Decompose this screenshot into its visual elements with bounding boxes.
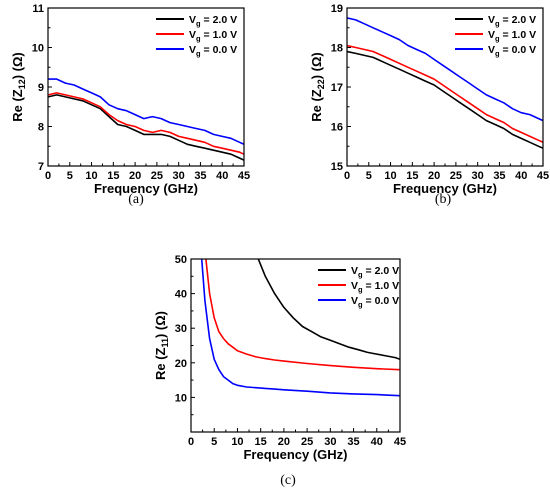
y-tick-label: 15 — [331, 161, 343, 173]
chart-panel-1: 0 5 10 15 20 25 30 35 40 45 7 8 9 10 11 Frequency (GHz)… — [10, 3, 250, 207]
x-tick-label: 35 — [493, 170, 505, 182]
y-axis-label: Re (Z11) (Ω) — [153, 311, 170, 380]
legend-entry: Vg = 2.0 V — [189, 14, 237, 28]
legend-entry: Vg = 2.0 V — [351, 265, 399, 279]
legend-entry: Vg = 0.0 V — [351, 295, 399, 309]
y-tick-label: 40 — [175, 289, 187, 301]
x-tick-label: 45 — [537, 170, 549, 182]
x-axis-label: Frequency (GHz) — [393, 181, 497, 196]
series-line-3 — [48, 78, 244, 146]
y-tick-label: 16 — [331, 122, 343, 134]
legend-entry: Vg = 1.0 V — [488, 29, 536, 43]
x-tick-label: 5 — [366, 170, 372, 182]
y-axis-label: Re (Z12) (Ω) — [10, 52, 27, 122]
x-tick-label: 25 — [450, 170, 462, 182]
x-tick-label: 45 — [238, 170, 250, 182]
x-tick-label: 40 — [216, 170, 228, 182]
legend-entry: Vg = 0.0 V — [189, 44, 237, 58]
x-axis-label: Frequency (GHz) — [94, 181, 198, 196]
x-tick-label: 35 — [347, 436, 359, 448]
panel-label: (c) — [280, 473, 296, 488]
y-tick-label: 7 — [38, 161, 44, 173]
x-tick-label: 10 — [85, 170, 97, 182]
y-tick-label: 20 — [175, 358, 187, 370]
x-tick-label: 0 — [188, 436, 194, 448]
x-tick-label: 5 — [67, 170, 73, 182]
x-tick-label: 20 — [278, 436, 290, 448]
x-tick-label: 15 — [255, 436, 267, 448]
x-tick-label: 10 — [384, 170, 396, 182]
x-tick-label: 15 — [406, 170, 418, 182]
y-tick-label: 50 — [175, 254, 187, 266]
legend-entry: Vg = 1.0 V — [189, 29, 237, 43]
series-line-2 — [48, 92, 244, 155]
y-tick-label: 11 — [32, 3, 44, 15]
series-line-2 — [347, 44, 543, 144]
x-tick-label: 30 — [472, 170, 484, 182]
x-tick-label: 30 — [324, 436, 336, 448]
x-tick-label: 40 — [515, 170, 527, 182]
series-line-1 — [48, 94, 244, 161]
series-line-1 — [257, 259, 400, 361]
legend-entry: Vg = 2.0 V — [488, 14, 536, 28]
x-tick-label: 15 — [107, 170, 119, 182]
y-tick-label: 10 — [32, 43, 44, 55]
y-tick-label: 8 — [38, 122, 44, 134]
y-tick-label: 19 — [331, 3, 343, 15]
panel-label: (a) — [128, 192, 144, 207]
x-tick-label: 10 — [231, 436, 243, 448]
series-line-3 — [200, 259, 400, 397]
x-tick-label: 25 — [151, 170, 163, 182]
x-tick-label: 20 — [428, 170, 440, 182]
y-tick-label: 10 — [175, 392, 187, 404]
x-tick-label: 0 — [344, 170, 350, 182]
legend: Vg = 2.0 VVg = 1.0 VVg = 0.0 V — [455, 14, 536, 58]
series-line-2 — [205, 259, 400, 371]
legend-entry: Vg = 0.0 V — [488, 44, 536, 58]
y-tick-label: 17 — [331, 82, 343, 94]
legend: Vg = 2.0 VVg = 1.0 VVg = 0.0 V — [318, 265, 399, 309]
x-axis-label: Frequency (GHz) — [243, 447, 347, 462]
y-tick-label: 30 — [175, 323, 187, 335]
x-tick-label: 0 — [45, 170, 51, 182]
chart-panel-2: 0 5 10 15 20 25 30 35 40 45 15 16 17 18 19 Frequency (G… — [309, 3, 549, 207]
legend-entry: Vg = 1.0 V — [351, 280, 399, 294]
x-tick-label: 40 — [371, 436, 383, 448]
x-tick-label: 20 — [129, 170, 141, 182]
series-line-3 — [347, 17, 543, 122]
x-tick-label: 30 — [173, 170, 185, 182]
y-axis-label: Re (Z22) (Ω) — [309, 52, 326, 122]
chart-panel-3: 0 5 10 15 20 25 30 35 40 45 10 20 30 40 50 Frequency (G… — [153, 254, 406, 488]
y-tick-label: 18 — [331, 43, 343, 55]
x-tick-label: 25 — [301, 436, 313, 448]
panel-label: (b) — [435, 192, 452, 207]
x-tick-label: 5 — [211, 436, 217, 448]
legend: Vg = 2.0 VVg = 1.0 VVg = 0.0 V — [156, 14, 237, 58]
x-tick-label: 35 — [194, 170, 206, 182]
y-tick-label: 9 — [38, 82, 44, 94]
x-tick-label: 45 — [394, 436, 406, 448]
series-line-1 — [347, 50, 543, 149]
